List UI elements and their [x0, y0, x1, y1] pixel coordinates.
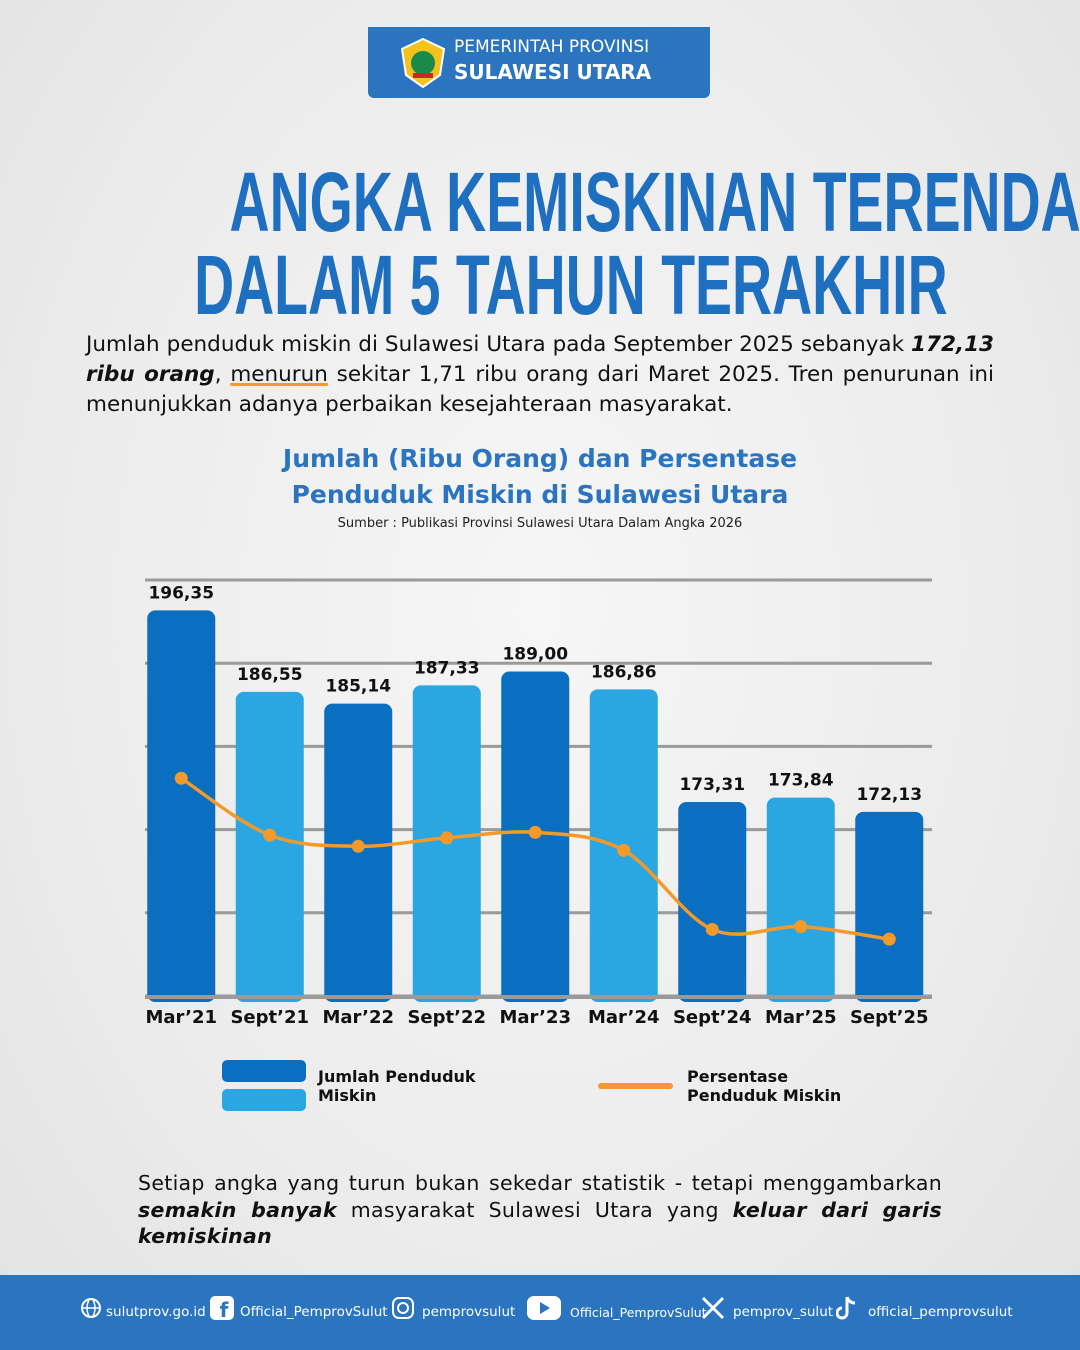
line-point: [705, 922, 719, 936]
x-tick-label: Mar’22: [322, 1007, 394, 1028]
intro: Jumlah penduduk miskin di Sulawesi Utara…: [86, 330, 994, 420]
line-point: [882, 932, 896, 946]
line-point: [440, 831, 454, 845]
header-line: SULAWESI UTARA: [454, 60, 652, 84]
title-line: DALAM 5 TAHUN TERAKHIR: [0, 243, 1080, 327]
bar: [766, 797, 835, 1002]
title-line: ANGKA KEMISKINAN TERENDAH: [0, 160, 1080, 244]
x-tick-label: Sept’24: [673, 1007, 752, 1028]
line-point: [794, 920, 808, 934]
legend-swatch: [222, 1060, 306, 1082]
icon-tiktok: [836, 1296, 856, 1320]
svg-text:f: f: [220, 1298, 229, 1320]
x-tick-label: Sept’25: [850, 1007, 929, 1028]
title-text: DALAM 5 TAHUN TERAKHIR: [194, 238, 948, 332]
x-tick-label: Sept’21: [230, 1007, 309, 1028]
line-point: [263, 828, 277, 842]
line-point: [174, 771, 188, 785]
value-label: 186,55: [237, 665, 303, 685]
footer-link[interactable]: pemprovsulut: [422, 1304, 516, 1320]
line-point: [617, 843, 631, 857]
chart-subtitle: Sumber : Publikasi Provinsi Sulawesi Uta…: [337, 516, 743, 531]
x-tick-label: Mar’24: [588, 1007, 660, 1028]
title-text: ANGKA KEMISKINAN TERENDAH: [229, 155, 1080, 249]
value-label: 173,84: [768, 771, 834, 791]
footer-link[interactable]: pemprov_sulut: [733, 1304, 834, 1320]
text: Jumlah penduduk miskin di Sulawesi Utara…: [86, 332, 912, 357]
value-label: 185,14: [325, 677, 391, 697]
legend-line: [598, 1083, 673, 1089]
header-badge: PEMERINTAH PROVINSI SULAWESI UTARA: [368, 27, 710, 98]
footer-link[interactable]: official_pemprovsulut: [868, 1304, 1013, 1320]
value-label: 196,35: [148, 583, 214, 603]
x-tick-label: Sept’22: [407, 1007, 486, 1028]
icon-web: [81, 1298, 101, 1318]
chart-title: Penduduk Miskin di Sulawesi Utara: [291, 480, 789, 509]
legend-label: Jumlah Penduduk Miskin: [318, 1067, 476, 1105]
closing: Setiap angka yang turun bukan sekedar st…: [138, 1170, 942, 1250]
footer: sulutprov.go.id f Official_PemprovSulut …: [0, 1275, 1080, 1350]
header-line: PEMERINTAH PROVINSI: [454, 37, 650, 57]
logo: [400, 37, 446, 89]
bar: [147, 610, 216, 1002]
legend-label: Persentase Penduduk Miskin: [687, 1067, 842, 1105]
footer-link[interactable]: Official_PemprovSulut: [570, 1305, 707, 1320]
text: Setiap angka yang turun bukan sekedar st…: [138, 1171, 942, 1195]
legend-swatch: [222, 1089, 306, 1111]
text: ,: [214, 362, 231, 387]
value-label: 172,13: [856, 785, 922, 805]
value-label: 189,00: [502, 645, 568, 665]
icon-facebook: f: [210, 1296, 234, 1320]
icon-instagram: [392, 1297, 414, 1319]
chart-title: Jumlah (Ribu Orang) dan Persentase: [282, 444, 798, 473]
chart: 196,35 Mar’21 186,55 Sept’21 185,14 Mar’22 187…: [145, 578, 932, 1028]
text: masyarakat Sulawesi Utara yang: [336, 1197, 733, 1222]
x-tick-label: Mar’23: [499, 1007, 571, 1028]
bar: [678, 802, 747, 1002]
emphasis: keluar dari garis kemiskinan: [138, 1197, 942, 1249]
icon-x: [701, 1296, 725, 1320]
bar: [855, 811, 924, 1002]
value-label: 186,86: [591, 662, 657, 682]
icon-youtube: [527, 1296, 561, 1320]
footer-link[interactable]: sulutprov.go.id: [106, 1304, 206, 1320]
value-label: 173,31: [679, 775, 745, 795]
value-label: 187,33: [414, 658, 480, 678]
text: sekitar 1,71 ribu orang dari Maret 2025.…: [86, 362, 995, 417]
bar: [324, 703, 393, 1002]
emphasis: 172,13 ribu orang: [86, 332, 994, 387]
bar: [235, 691, 304, 1002]
line-point: [528, 825, 542, 839]
emphasis: semakin banyak: [138, 1197, 337, 1222]
x-tick-label: Mar’25: [765, 1007, 837, 1028]
line-point: [351, 839, 365, 853]
footer-link[interactable]: Official_PemprovSulut: [240, 1304, 388, 1320]
highlight: menurun: [230, 362, 328, 387]
x-tick-label: Mar’21: [145, 1007, 217, 1028]
